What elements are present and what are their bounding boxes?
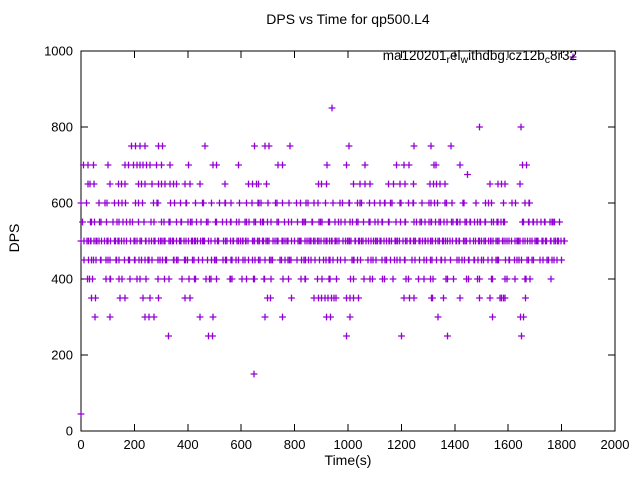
x-tick-label: 200 xyxy=(124,437,146,452)
y-tick-label: 600 xyxy=(51,196,73,211)
y-tick-label: 200 xyxy=(51,348,73,363)
x-tick-label: 800 xyxy=(284,437,306,452)
x-tick-label: 1200 xyxy=(387,437,416,452)
legend-label-subscript: r xyxy=(446,54,451,66)
chart-title: DPS vs Time for qp500.L4 xyxy=(266,11,430,27)
legend-label-part: 8r32 xyxy=(549,48,577,63)
legend-label-part: ithdbg.cz12b xyxy=(468,48,545,63)
x-tick-label: 1600 xyxy=(494,437,523,452)
legend-label-subscript: w xyxy=(460,54,469,66)
x-tick-label: 400 xyxy=(177,437,199,452)
x-tick-label: 600 xyxy=(230,437,252,452)
y-tick-label: 1000 xyxy=(44,44,73,59)
x-tick-label: 1000 xyxy=(334,437,363,452)
tick-labels: 0 200 400 600 800 1000 1200 1400 1600 1800 2000 0 20… xyxy=(44,44,629,453)
x-tick-label: 1400 xyxy=(440,437,469,452)
legend-label-part: ma120201 xyxy=(382,48,447,63)
legend-label: ma120201relwithdbg.cz12bc8r32 xyxy=(382,48,577,66)
y-axis-label: DPS xyxy=(6,223,22,253)
x-tick-label: 2000 xyxy=(601,437,630,452)
axis-ticks xyxy=(80,50,616,432)
y-tick-label: 0 xyxy=(66,424,73,439)
x-axis-label: Time(s) xyxy=(324,452,372,468)
y-tick-label: 800 xyxy=(51,120,73,135)
x-tick-label: 0 xyxy=(77,437,84,452)
y-tick-label: 400 xyxy=(51,272,73,287)
x-tick-label: 1800 xyxy=(547,437,576,452)
legend-plus-marker xyxy=(569,53,577,61)
scatter-points xyxy=(77,104,568,418)
legend: ma120201relwithdbg.cz12bc8r32 xyxy=(382,48,577,66)
legend-label-subscript: c xyxy=(544,54,550,66)
legend-label-part: el xyxy=(450,48,461,63)
